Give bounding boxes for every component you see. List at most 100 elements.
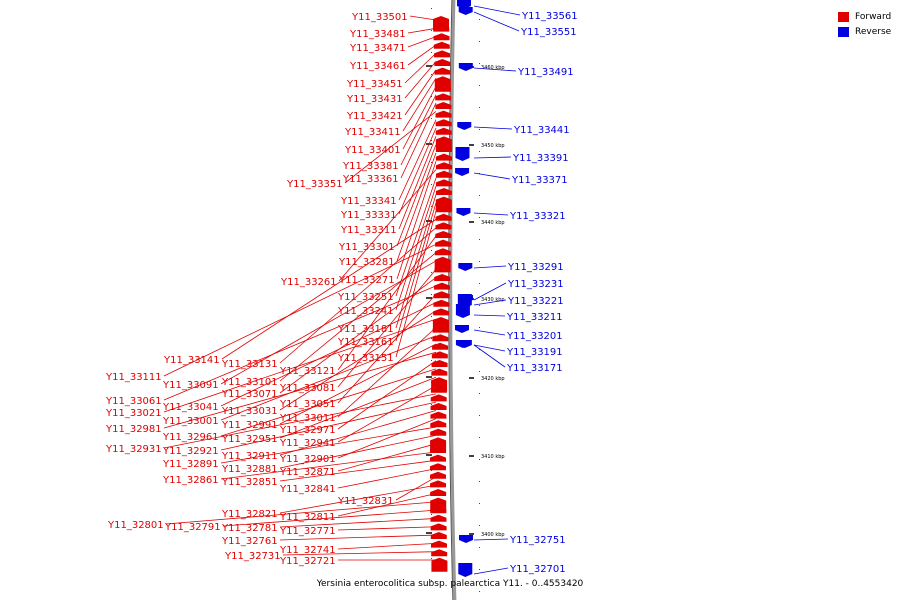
- guide-dot: [479, 173, 480, 174]
- guide-dot: [479, 415, 480, 416]
- guide-dot: [431, 206, 432, 207]
- forward-gene-label: Y11_33301: [338, 242, 395, 253]
- forward-gene-arrow: [435, 188, 452, 195]
- guide-dot: [431, 118, 432, 119]
- forward-gene-arrow: [435, 153, 452, 161]
- forward-gene-label: Y11_33041: [162, 402, 219, 413]
- reverse-gene-arrow: [458, 7, 473, 15]
- reverse-gene-label: Y11_33321: [509, 211, 566, 222]
- forward-gene-leader: [222, 509, 437, 527]
- forward-gene-label: Y11_33471: [349, 43, 406, 54]
- reverse-gene-label: Y11_33561: [521, 11, 578, 22]
- forward-gene-arrow: [430, 523, 447, 531]
- forward-gene-arrow: [435, 239, 452, 247]
- reverse-gene-arrow: [458, 535, 473, 543]
- forward-gene-arrow: [430, 463, 447, 471]
- guide-dot: [479, 217, 480, 218]
- guide-dot: [479, 305, 480, 306]
- forward-gene-leader: [395, 177, 437, 297]
- reverse-gene-label: Y11_33231: [507, 279, 564, 290]
- forward-gene-leader: [279, 534, 437, 541]
- forward-gene-label: Y11_33111: [105, 372, 162, 383]
- reverse-gene-leader: [473, 5, 521, 16]
- forward-gene-label: Y11_33271: [338, 275, 395, 286]
- reverse-gene-arrow: [455, 147, 470, 161]
- guide-dot: [479, 261, 480, 262]
- forward-gene-leader: [279, 518, 437, 528]
- forward-gene-leader: [220, 260, 437, 385]
- forward-gene-label: Y11_32991: [221, 420, 278, 431]
- forward-gene-arrow: [433, 282, 450, 290]
- forward-gene-leader: [337, 468, 437, 489]
- genome-caption: Yersinia enterocolitica subsp. palearcti…: [316, 579, 584, 589]
- guide-dot: [431, 558, 432, 559]
- forward-gene-label: Y11_33431: [346, 94, 403, 105]
- forward-gene-label: Y11_33461: [349, 61, 406, 72]
- forward-gene-leader: [279, 252, 437, 382]
- guide-dot: [479, 349, 480, 350]
- forward-gene-label: Y11_32961: [162, 432, 219, 443]
- forward-gene-leader: [220, 401, 437, 451]
- forward-gene-arrow: [430, 394, 447, 402]
- guide-dot: [479, 437, 480, 438]
- legend-reverse-label: Reverse: [855, 26, 892, 37]
- reverse-swatch: [838, 26, 849, 37]
- forward-gene-arrow: [435, 222, 452, 230]
- forward-gene-label: Y11_32811: [279, 512, 336, 523]
- forward-gene-arrow: [433, 33, 450, 41]
- guide-dot: [479, 195, 480, 196]
- forward-gene-label: Y11_33411: [344, 127, 401, 138]
- forward-gene-arrow: [432, 342, 449, 350]
- forward-gene-arrow: [434, 274, 451, 281]
- forward-gene-label: Y11_32781: [221, 523, 278, 534]
- guide-dot: [479, 481, 480, 482]
- forward-gene-label: Y11_32921: [162, 446, 219, 457]
- forward-gene-label: Y11_32941: [279, 438, 336, 449]
- forward-gene-leader: [279, 343, 437, 425]
- forward-gene-label: Y11_33451: [346, 79, 403, 90]
- forward-gene-label: Y11_33331: [340, 210, 397, 221]
- forward-gene-arrow: [434, 59, 451, 66]
- forward-gene-leader: [279, 310, 437, 411]
- reverse-gene-leader: [473, 344, 506, 368]
- guide-dot: [479, 327, 480, 328]
- forward-gene-leader: [402, 86, 437, 150]
- forward-gene-label: Y11_33421: [346, 111, 403, 122]
- guide-dot: [479, 459, 480, 460]
- forward-gene-arrow: [433, 299, 450, 307]
- guide-dot: [479, 503, 480, 504]
- forward-gene-leader: [395, 202, 437, 342]
- forward-gene-leader: [163, 318, 437, 413]
- scale-tick-label: 3450 kbp: [481, 143, 505, 149]
- guide-dot: [431, 580, 432, 581]
- forward-gene-label: Y11_32721: [279, 556, 336, 567]
- guide-dot: [431, 140, 432, 141]
- forward-gene-leader: [337, 235, 437, 371]
- guide-dot: [479, 41, 480, 42]
- forward-gene-label: Y11_33311: [340, 225, 397, 236]
- forward-gene-leader: [395, 186, 437, 311]
- forward-gene-leader: [337, 418, 437, 459]
- forward-gene-leader: [337, 385, 437, 443]
- guide-dot: [479, 85, 480, 86]
- reverse-gene-label: Y11_32701: [509, 564, 566, 575]
- reverse-gene-arrow: [455, 304, 470, 318]
- guide-dot: [479, 591, 480, 592]
- guide-dot: [431, 74, 432, 75]
- reverse-gene-arrow: [457, 340, 472, 348]
- forward-gene-leader: [163, 243, 437, 377]
- forward-gene-arrow: [432, 334, 449, 342]
- forward-gene-label: Y11_33341: [340, 196, 397, 207]
- forward-gene-arrow: [430, 385, 447, 393]
- forward-gene-leader: [337, 443, 437, 472]
- scale-tick-label: 3430 kbp: [481, 297, 505, 303]
- forward-gene-label: Y11_33151: [337, 353, 394, 364]
- guide-dot: [479, 107, 480, 108]
- forward-gene-leader: [220, 302, 437, 407]
- forward-gene-leader: [398, 127, 437, 215]
- legend: Forward Reverse: [838, 9, 891, 39]
- forward-gene-leader: [220, 451, 437, 480]
- reverse-gene-label: Y11_33211: [506, 312, 563, 323]
- guide-dot: [431, 96, 432, 97]
- forward-gene-leader: [402, 77, 437, 132]
